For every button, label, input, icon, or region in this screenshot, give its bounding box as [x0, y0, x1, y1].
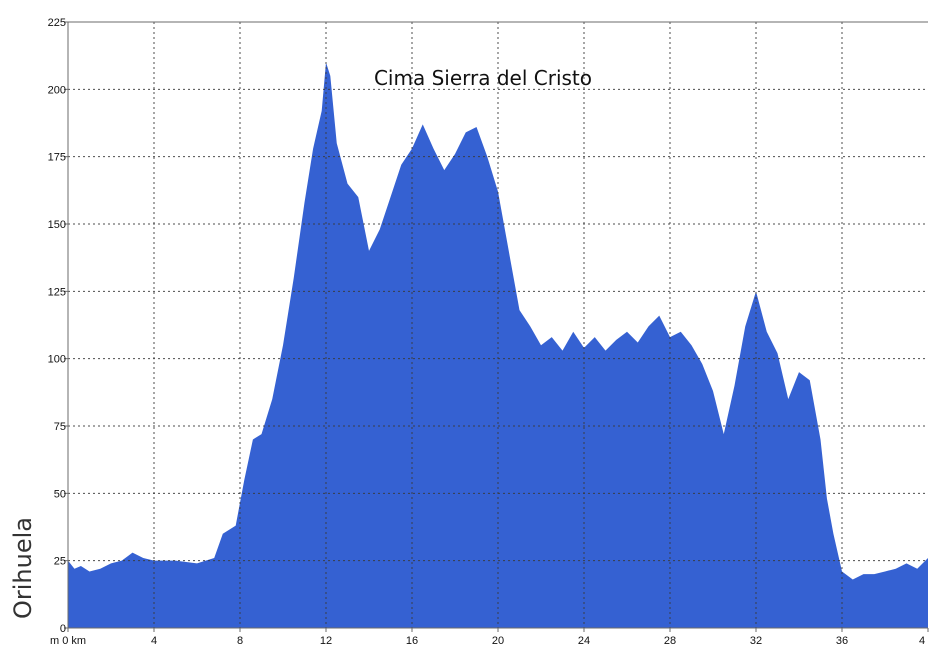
- x-tick-label-1: 4: [151, 635, 157, 647]
- y-tick-label-0: 0: [60, 623, 66, 635]
- annotation-label: Cima Sierra del Cristo: [374, 66, 592, 90]
- x-tick-label-6: 24: [578, 635, 590, 647]
- x-tick-label-3: 12: [320, 635, 332, 647]
- grid-layer: [68, 22, 928, 628]
- x-tick-label-2: 8: [237, 635, 243, 647]
- x-tick-label-9: 36: [836, 635, 848, 647]
- x-tick-label-7: 28: [664, 635, 676, 647]
- elevation-area-series: [68, 62, 928, 628]
- y-tick-label-75: 75: [54, 421, 66, 433]
- axis-layer: [64, 21, 929, 632]
- y-tick-label-125: 125: [48, 286, 66, 298]
- x-tick-label-4: 16: [406, 635, 418, 647]
- y-tick-label-100: 100: [48, 354, 66, 366]
- area-series-layer: [68, 62, 928, 628]
- y-tick-label-25: 25: [54, 556, 66, 568]
- y-tick-label-225: 225: [48, 17, 66, 29]
- x-tick-label-0: m 0 km: [50, 635, 86, 647]
- y-tick-label-200: 200: [48, 84, 66, 96]
- tick-label-layer: 0 25 50 75 100 125 150 175 200 225 m 0 km 4 8 12 16 20 2…: [48, 17, 925, 647]
- y-tick-label-175: 175: [48, 152, 66, 164]
- y-tick-label-150: 150: [48, 219, 66, 231]
- side-location-label: Orihuela: [9, 517, 37, 619]
- x-tick-label-5: 20: [492, 635, 504, 647]
- x-tick-label-10: 4: [919, 635, 925, 647]
- x-tick-label-8: 32: [750, 635, 762, 647]
- y-tick-label-50: 50: [54, 488, 66, 500]
